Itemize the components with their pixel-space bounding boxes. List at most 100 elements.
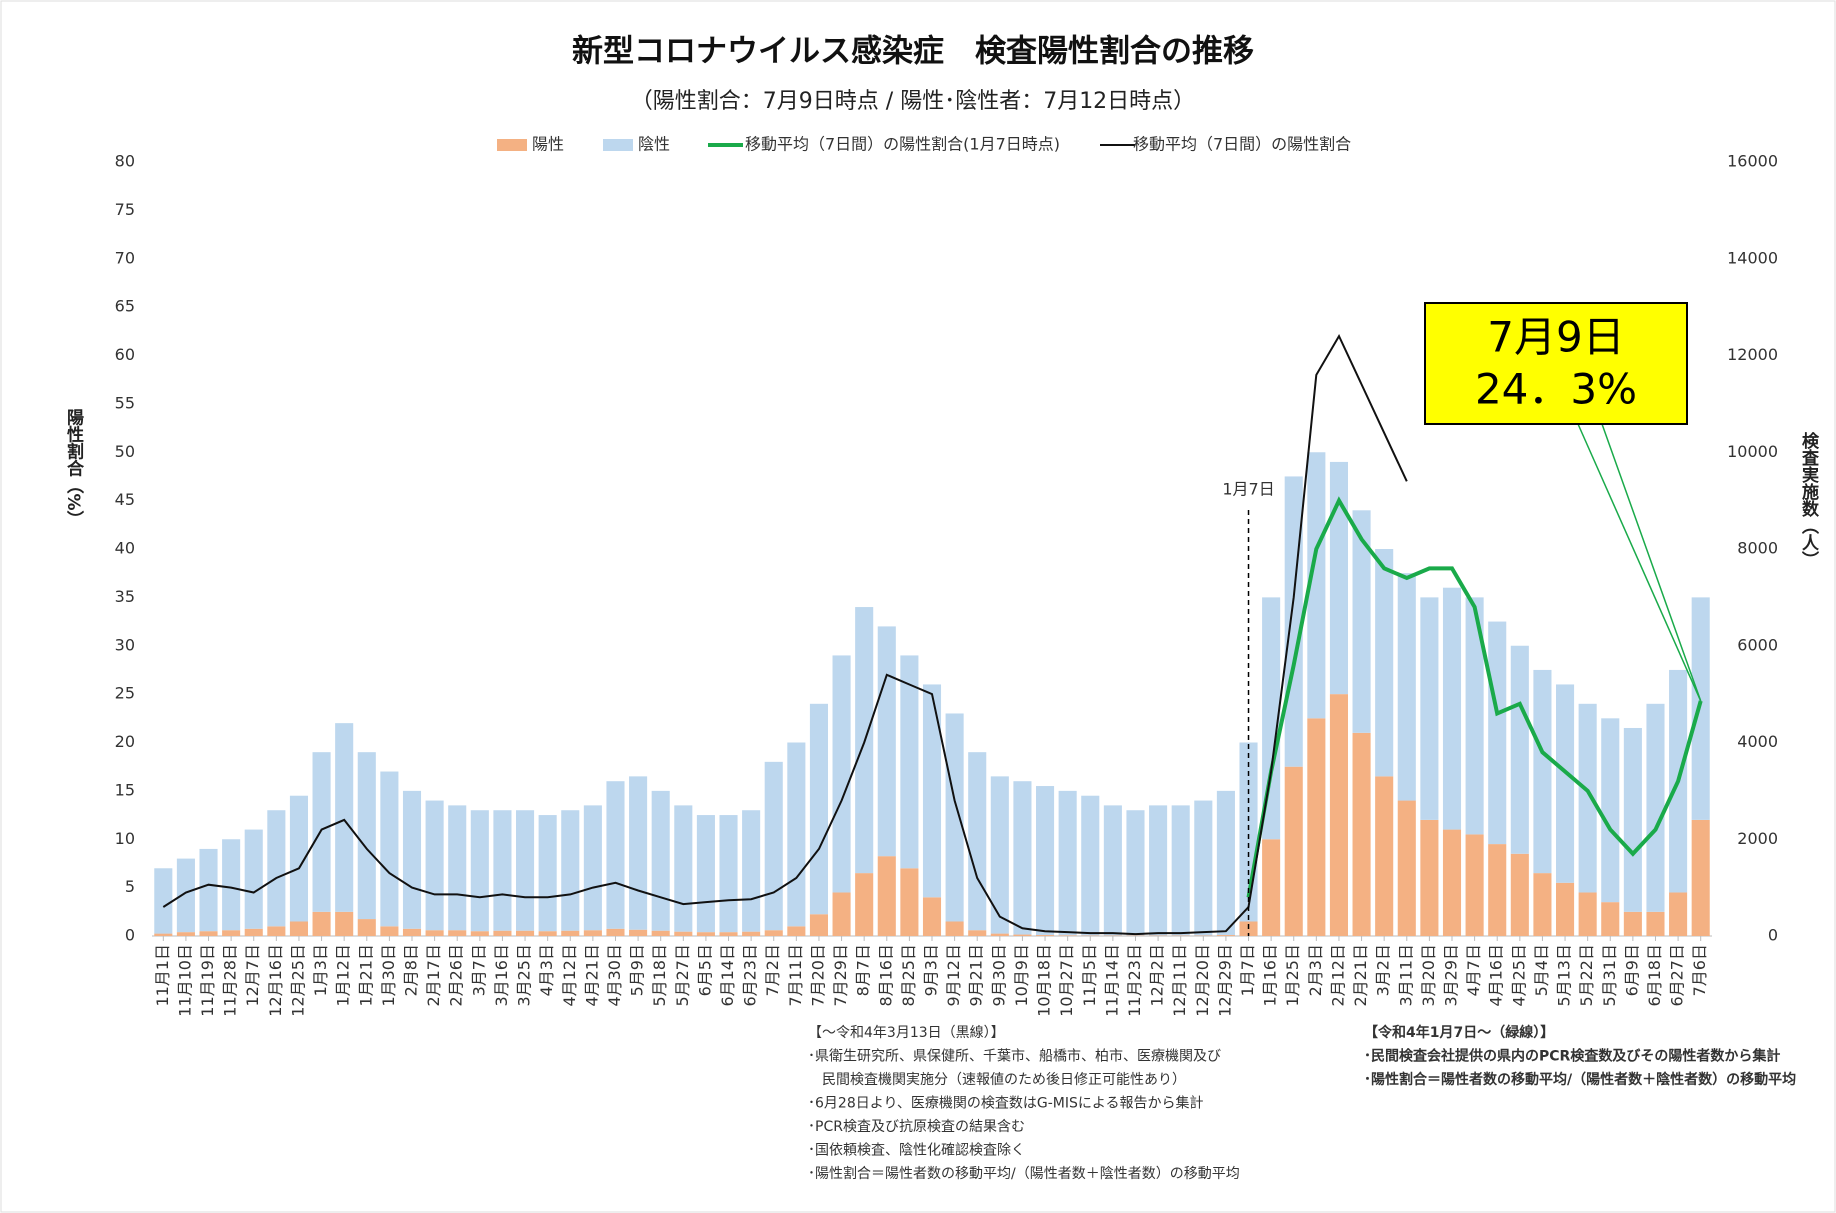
bar: [244, 928, 263, 936]
bar: [335, 911, 354, 936]
bar: [696, 932, 715, 936]
x-tick-label: 5月27日: [673, 944, 692, 1007]
x-tick-label: 6月23日: [741, 944, 760, 1007]
bar: [1329, 461, 1348, 695]
line-series: [1246, 496, 1703, 898]
note: 【～令和4年3月13日（黒線）】: [808, 1025, 1005, 1041]
bar: [1510, 853, 1529, 936]
bar: [583, 805, 602, 931]
bar: [629, 776, 648, 930]
x-tick-label: 11月19日: [198, 944, 217, 1017]
bar: [945, 921, 964, 936]
callout-leader: [1577, 423, 1702, 702]
y-tick-label: 15: [115, 780, 135, 799]
bar: [1691, 597, 1710, 820]
x-tick-label: 12月2日: [1148, 944, 1167, 1007]
x-tick-label: 3月16日: [492, 944, 511, 1007]
x-tick-label: 12月25日: [288, 944, 307, 1017]
bar: [1488, 621, 1507, 845]
line-series: [162, 333, 1408, 936]
y-tick-label: 60: [115, 345, 135, 364]
x-tick-label: 1月25日: [1283, 944, 1302, 1007]
bar: [357, 919, 376, 936]
bar: [651, 790, 670, 931]
legend-label: 移動平均（7日間）の陽性割合: [1133, 135, 1351, 154]
bar: [990, 933, 1009, 936]
bar: [1081, 795, 1100, 936]
x-tick-label: 7月2日: [763, 944, 782, 996]
bar: [176, 932, 195, 936]
x-tick-label: 10月18日: [1035, 944, 1054, 1017]
x-tick-label: 10月27日: [1057, 944, 1076, 1017]
x-tick-label: 1月3日: [311, 944, 330, 996]
y2-tick-label: 0: [1768, 926, 1778, 945]
y-tick-label: 20: [115, 732, 135, 751]
bar: [1126, 810, 1145, 936]
y-tick-label: 50: [115, 442, 135, 461]
y-tick-label: 35: [115, 587, 135, 606]
note: 【令和4年1月7日～（緑線）】: [1364, 1024, 1554, 1041]
bar: [1397, 573, 1416, 801]
bar: [1329, 694, 1348, 936]
bar: [1216, 935, 1235, 936]
bar: [1420, 597, 1439, 820]
bar: [606, 781, 625, 929]
x-tick-label: 2月8日: [402, 944, 421, 996]
y-tick-label: 0: [125, 926, 135, 945]
bar: [425, 800, 444, 931]
bar: [696, 815, 715, 933]
bar: [1058, 935, 1077, 936]
bar: [267, 810, 286, 927]
bar: [945, 713, 964, 922]
annotation: 1月7日: [1222, 480, 1274, 499]
bar: [764, 930, 783, 936]
x-tick-label: 6月5日: [695, 944, 714, 996]
callout-leader: [1601, 423, 1702, 702]
bar: [561, 810, 580, 931]
bar: [1488, 844, 1507, 936]
x-tick-label: 11月23日: [1125, 944, 1144, 1017]
y-tick-label: 40: [115, 539, 135, 558]
bar: [809, 703, 828, 915]
bar: [968, 930, 987, 936]
bar: [922, 684, 942, 898]
y2-axis-label: 検査実施数（人）: [1798, 431, 1820, 568]
x-tick-label: 9月3日: [922, 944, 941, 996]
bar: [1307, 452, 1326, 719]
bar: [1691, 819, 1710, 936]
bar: [222, 839, 241, 931]
bar: [719, 932, 738, 936]
note: ･県衛生研究所、県保健所、千葉市、船橋市、柏市、医療機関及び: [808, 1048, 1221, 1065]
x-tick-label: 6月27日: [1668, 944, 1687, 1007]
bar: [1556, 882, 1575, 936]
y2-tick-label: 16000: [1727, 152, 1778, 171]
bar: [1262, 839, 1281, 936]
bar: [312, 752, 331, 912]
bar: [1036, 935, 1055, 936]
x-tick-label: 5月22日: [1577, 944, 1596, 1007]
x-tick-label: 12月7日: [243, 944, 262, 1007]
bar: [267, 926, 286, 936]
bar: [832, 892, 851, 936]
x-tick-label: 3月2日: [1374, 944, 1393, 996]
bar: [1442, 587, 1462, 830]
bar: [1307, 718, 1326, 936]
note: ･陽性割合＝陽性者数の移動平均/（陽性者数＋陰性者数）の移動平均: [808, 1165, 1240, 1182]
bar: [1533, 873, 1552, 936]
x-tick-label: 9月30日: [989, 944, 1008, 1007]
y2-tick-label: 8000: [1737, 539, 1778, 558]
x-tick-label: 6月14日: [718, 944, 737, 1007]
bar: [1601, 718, 1620, 903]
bar: [606, 928, 625, 936]
y2-tick-label: 4000: [1737, 732, 1778, 751]
legend-label: 移動平均（7日間）の陽性割合(1月7日時点): [745, 135, 1060, 154]
x-tick-label: 2月21日: [1351, 944, 1370, 1007]
note: ･国依頼検査、陰性化確認検査除く: [808, 1143, 1025, 1159]
x-tick-label: 1月21日: [356, 944, 375, 1007]
chart-title: 新型コロナウイルス感染症 検査陽性割合の推移: [572, 34, 1254, 70]
bar: [629, 929, 648, 936]
bar: [787, 926, 806, 936]
x-tick-label: 1月7日: [1238, 944, 1257, 996]
bar: [199, 848, 218, 932]
bar: [154, 933, 173, 936]
